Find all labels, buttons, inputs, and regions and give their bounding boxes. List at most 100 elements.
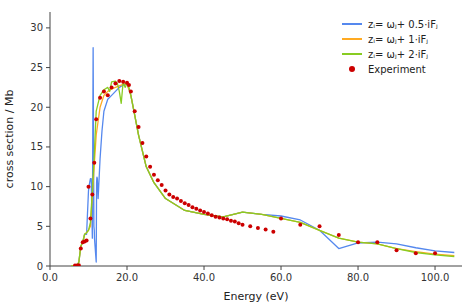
- experiment-point: [94, 117, 98, 121]
- legend-label: zᵢ= ωⱼ+ 2·iFⱼ: [368, 49, 428, 60]
- experiment-point: [356, 240, 360, 244]
- plot-area: [71, 48, 454, 266]
- legend-marker: [349, 66, 355, 72]
- y-tick-label: 5: [37, 221, 43, 232]
- legend-line: [342, 23, 362, 25]
- experiment-point: [210, 213, 214, 217]
- experiment-point: [77, 263, 81, 266]
- experiment-point: [187, 203, 191, 207]
- x-tick: [204, 266, 205, 270]
- legend: zᵢ= ωⱼ+ 0.5·iFⱼ zᵢ= ωⱼ+ 1·iFⱼ zᵢ= ωⱼ+ 2·iF…: [342, 19, 438, 75]
- experiment-point: [140, 141, 144, 145]
- experiment-point: [113, 81, 117, 85]
- theory-line: [71, 83, 454, 266]
- experiment-point: [175, 197, 179, 201]
- experiment-point: [102, 89, 106, 93]
- experiment-point: [395, 248, 399, 252]
- experiment-point: [202, 210, 206, 214]
- experiment-point: [248, 224, 252, 228]
- x-tick: [281, 266, 282, 270]
- experiment-point: [98, 96, 102, 100]
- experiment-point: [121, 80, 125, 84]
- legend-line: [342, 38, 362, 40]
- experiment-point: [375, 240, 379, 244]
- experiment-point: [92, 161, 96, 165]
- experiment-point: [337, 233, 341, 237]
- legend-line: [342, 53, 362, 55]
- chart: 0.0 20.0 40.0 60.0 80.0 100.0 0 5 10 15 20 25 30 Ener…: [0, 0, 474, 306]
- experiment-point: [133, 109, 137, 113]
- y-tick-label: 25: [30, 62, 43, 73]
- y-tick: [46, 107, 50, 108]
- experiment-point: [85, 239, 89, 243]
- y-tick-label: 30: [30, 22, 43, 33]
- legend-label: Experiment: [368, 64, 426, 75]
- x-tick: [358, 266, 359, 270]
- experiment-point: [233, 220, 237, 224]
- x-tick: [127, 266, 128, 270]
- y-tick-label: 10: [30, 181, 43, 192]
- experiment-point: [106, 93, 110, 97]
- x-tick-label: 40.0: [193, 272, 215, 283]
- y-tick: [46, 27, 50, 28]
- x-tick-label: 80.0: [347, 272, 369, 283]
- x-tick-label: 20.0: [116, 272, 138, 283]
- experiment-point: [179, 199, 183, 203]
- experiment-point: [144, 154, 148, 158]
- experiment-point: [87, 185, 91, 189]
- experiment-point: [160, 183, 164, 187]
- y-axis-line: [50, 12, 51, 266]
- x-tick-label: 100.0: [421, 272, 450, 283]
- experiment-point: [88, 216, 92, 220]
- experiment-point: [241, 223, 245, 227]
- axes: 0.0 20.0 40.0 60.0 80.0 100.0 0 5 10 15 20 25 30: [30, 12, 462, 283]
- experiment-point: [221, 216, 225, 220]
- x-tick-label: 0.0: [42, 272, 58, 283]
- x-tick: [435, 266, 436, 270]
- theory-line: [71, 81, 454, 266]
- experiment-point: [110, 85, 114, 89]
- theory-line: [71, 48, 454, 266]
- experiment-point: [79, 247, 83, 251]
- experiment-point: [229, 219, 233, 223]
- legend-label: zᵢ= ωⱼ+ 0.5·iFⱼ: [368, 19, 438, 30]
- experiment-point: [194, 207, 198, 211]
- experiment-point: [237, 221, 241, 225]
- y-tick: [46, 146, 50, 147]
- experiment-point: [167, 193, 171, 197]
- x-axis-line: [50, 266, 462, 267]
- experiment-point: [137, 125, 141, 129]
- experiment-point: [256, 226, 260, 230]
- scatter-series: [73, 79, 437, 266]
- experiment-point: [318, 224, 322, 228]
- experiment-point: [183, 201, 187, 205]
- experiment-point: [129, 89, 133, 93]
- experiment-point: [264, 227, 268, 231]
- x-axis-label: Energy (eV): [224, 290, 289, 303]
- experiment-point: [225, 217, 229, 221]
- y-tick-label: 15: [30, 141, 43, 152]
- x-tick: [50, 266, 51, 270]
- legend-label: zᵢ= ωⱼ+ 1·iFⱼ: [368, 34, 428, 45]
- y-tick: [46, 226, 50, 227]
- experiment-point: [214, 215, 218, 219]
- experiment-point: [433, 251, 437, 255]
- y-tick: [46, 266, 50, 267]
- experiment-point: [127, 83, 131, 87]
- y-axis-label: cross section / Mb: [3, 90, 16, 189]
- x-tick-label: 60.0: [270, 272, 292, 283]
- y-tick-label: 0: [37, 261, 43, 272]
- experiment-point: [156, 178, 160, 182]
- background: [0, 0, 474, 306]
- experiment-point: [190, 205, 194, 209]
- experiment-point: [117, 79, 121, 83]
- experiment-point: [198, 208, 202, 212]
- y-tick: [46, 67, 50, 68]
- experiment-point: [90, 193, 94, 197]
- experiment-point: [217, 216, 221, 220]
- experiment-point: [152, 173, 156, 177]
- experiment-point: [271, 230, 275, 234]
- y-tick-label: 20: [30, 102, 43, 113]
- experiment-point: [148, 165, 152, 169]
- experiment-point: [414, 251, 418, 255]
